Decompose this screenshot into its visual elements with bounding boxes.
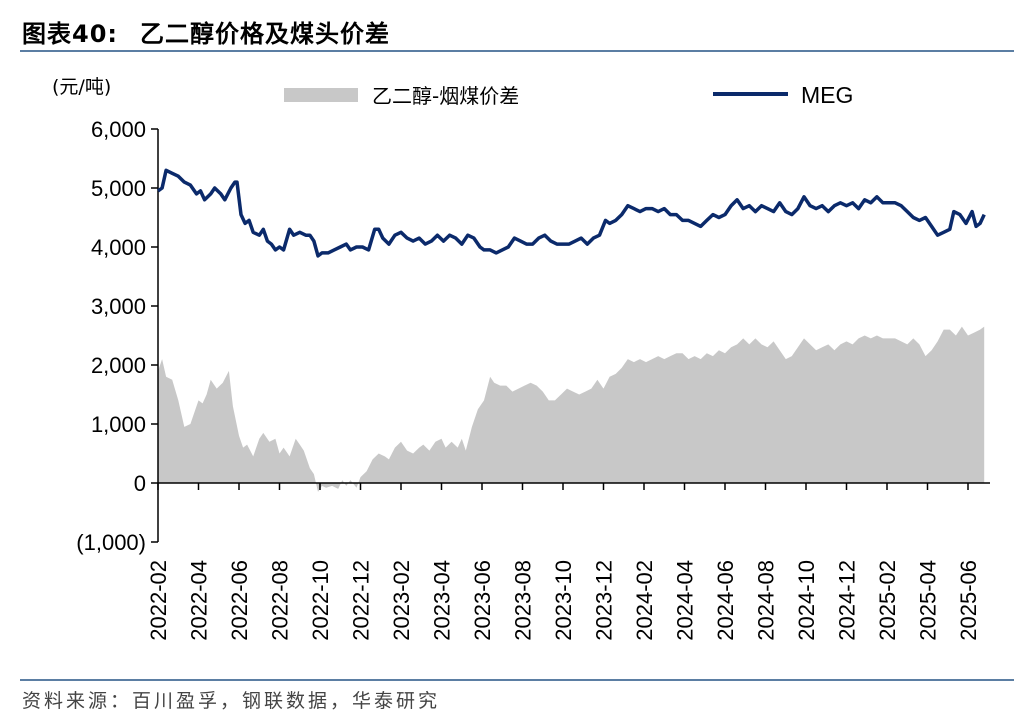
x-tick-label: 2025-04 [916,560,941,641]
x-tick-label: 2025-02 [875,560,900,641]
bottom-rule [20,679,1014,681]
y-tick-label: 1,000 [91,412,146,437]
figure-number: 图表40: [22,20,118,48]
line-layer [156,168,986,258]
legend-swatch-spread [284,88,358,102]
x-tick-label: 2024-06 [713,560,738,641]
x-tick-label: 2022-04 [187,560,212,641]
y-tick-label: 5,000 [91,176,146,201]
x-tick-label: 2022-08 [268,560,293,641]
x-tick-label: 2023-04 [430,560,455,641]
axis-layer [151,128,990,543]
y-tick-label: (1,000) [76,530,146,555]
x-tick-label: 2023-02 [389,560,414,641]
source-note: 资料来源：百川盈孚，钢联数据，华泰研究 [22,690,441,712]
x-tick-label: 2024-08 [754,560,779,641]
legend-label-meg: MEG [801,82,853,108]
legend: 乙二醇-烟煤价差 MEG [284,82,853,108]
x-tick-label: 2023-06 [470,560,495,641]
label-layer: (1,000) 0 1,000 2,000 3,000 4,000 5,000 6,000 20… [52,76,981,641]
x-tick-label: 2022-06 [227,560,252,641]
x-tick-label: 2023-12 [592,560,617,641]
x-tick-label: 2022-12 [349,560,374,641]
top-rule [20,50,1014,52]
chart-title: 图表40: 乙二醇价格及煤头价差 [22,14,390,49]
x-tick-label: 2023-10 [551,560,576,641]
spread-area [158,326,985,492]
x-tick-label: 2023-08 [511,560,536,641]
x-tick-label: 2022-02 [146,560,171,641]
y-tick-label: 6,000 [91,117,146,142]
x-tick-label: 2024-02 [632,560,657,641]
x-tick-label: 2024-10 [794,560,819,641]
x-tick-label: 2025-06 [956,560,981,641]
x-tick-label: 2024-12 [835,560,860,641]
meg-line [156,168,986,258]
legend-label-spread: 乙二醇-烟煤价差 [372,84,519,108]
x-tick-label: 2024-04 [673,560,698,641]
area-layer [158,326,985,492]
y-tick-label: 4,000 [91,235,146,260]
y-tick-label: 0 [134,471,146,496]
y-unit-label: (元/吨) [52,76,111,98]
y-tick-label: 3,000 [91,294,146,319]
figure-title: 乙二醇价格及煤头价差 [140,20,390,48]
y-tick-label: 2,000 [91,353,146,378]
x-tick-label: 2022-10 [308,560,333,641]
